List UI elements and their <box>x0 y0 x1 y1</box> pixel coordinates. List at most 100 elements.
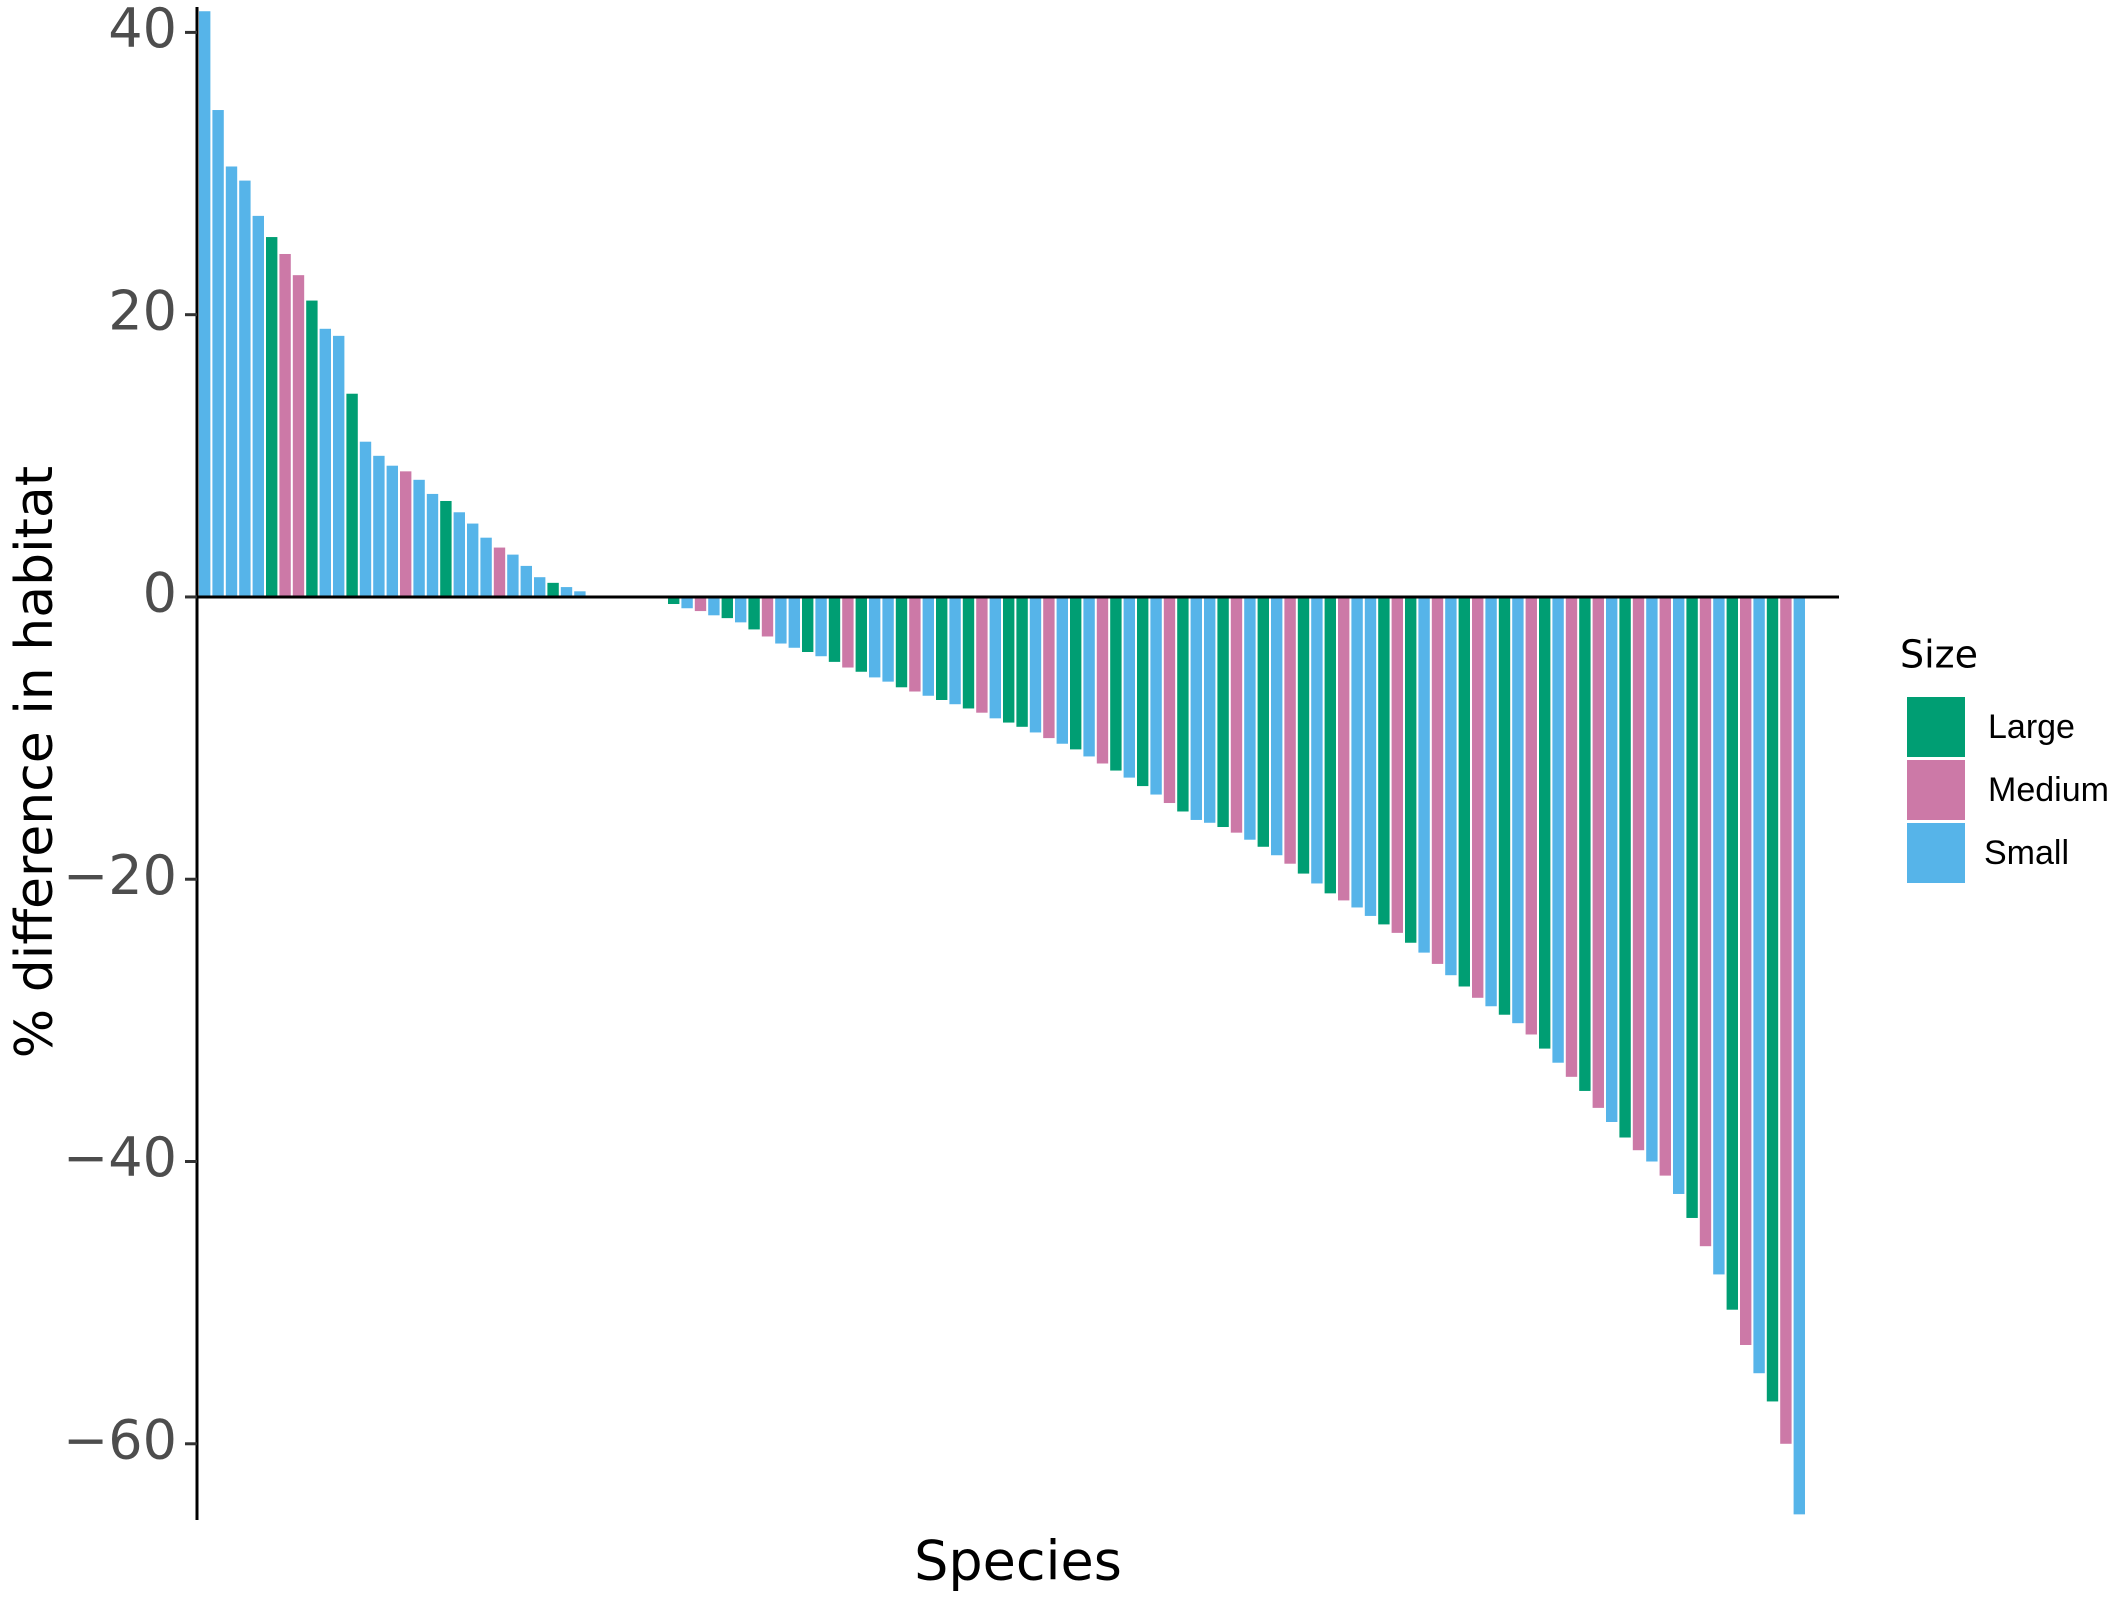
y-tick-label: 20 <box>108 279 177 342</box>
x-axis-title: Species <box>914 1530 1122 1593</box>
bar <box>1123 596 1135 778</box>
bar <box>1271 596 1283 856</box>
legend-swatch <box>1907 823 1965 883</box>
y-axis-title: % difference in habitat <box>5 466 65 1058</box>
bar <box>1632 596 1645 1151</box>
bar <box>1726 596 1738 1310</box>
bar <box>1793 596 1805 1515</box>
bar <box>1150 596 1162 795</box>
bar <box>815 596 827 657</box>
bar <box>1753 596 1765 1374</box>
bar <box>976 596 988 713</box>
bar <box>1190 596 1202 820</box>
bar <box>681 596 693 609</box>
bar <box>1592 596 1604 1108</box>
bar <box>1539 596 1551 1049</box>
bar <box>225 166 238 597</box>
bar <box>735 596 747 623</box>
bar <box>855 596 867 672</box>
bar <box>1351 596 1363 908</box>
bar <box>1552 596 1564 1063</box>
legend-swatch <box>1907 760 1965 820</box>
y-tick-label: −20 <box>63 844 177 907</box>
bar <box>1083 596 1095 757</box>
bar <box>1284 596 1296 864</box>
bar <box>1606 596 1618 1122</box>
bar <box>1003 596 1015 723</box>
bar <box>1498 596 1511 1015</box>
bar <box>507 554 519 597</box>
legend-label: Medium <box>1988 771 2109 809</box>
bar <box>828 596 841 662</box>
bar <box>882 596 894 682</box>
bar <box>1431 596 1444 964</box>
bar <box>1673 596 1685 1194</box>
bar <box>1405 596 1417 943</box>
bar <box>534 577 546 597</box>
bar <box>333 335 345 597</box>
bar <box>453 512 465 597</box>
y-tick-label: 40 <box>108 0 177 60</box>
bar <box>574 591 586 597</box>
legend-swatch <box>1907 697 1965 757</box>
bar <box>869 596 881 678</box>
y-tick-label: 0 <box>143 562 177 625</box>
bar <box>802 596 814 653</box>
bar <box>775 596 787 644</box>
bar <box>1364 596 1377 916</box>
bar <box>306 300 318 597</box>
bar <box>1324 596 1336 894</box>
bar <box>1740 596 1752 1345</box>
bar <box>1699 596 1712 1247</box>
legend-label: Large <box>1988 708 2075 746</box>
bar <box>708 596 720 616</box>
bar <box>1565 596 1578 1077</box>
bar <box>1766 596 1779 1402</box>
bar <box>1217 596 1229 828</box>
bar <box>1391 596 1403 933</box>
bar <box>1418 596 1430 953</box>
bar <box>266 237 278 597</box>
bar <box>279 253 291 597</box>
bar <box>909 596 921 692</box>
bar <box>1659 596 1671 1176</box>
bar <box>1619 596 1631 1138</box>
bar <box>694 596 707 612</box>
bar <box>842 596 854 668</box>
bar <box>467 523 479 597</box>
bar <box>1338 596 1350 901</box>
bar <box>292 275 305 597</box>
bar <box>1029 596 1042 733</box>
bar <box>989 596 1001 719</box>
bar <box>1177 596 1189 812</box>
bar <box>1472 596 1484 998</box>
bar <box>1579 596 1591 1091</box>
bar <box>1070 596 1082 750</box>
bar <box>1780 596 1792 1444</box>
bar <box>1043 596 1055 739</box>
bar <box>962 596 975 709</box>
bar <box>252 215 264 597</box>
legend-label: Small <box>1984 834 2069 872</box>
bar <box>1257 596 1269 847</box>
bar <box>547 582 559 597</box>
bar <box>1244 596 1256 840</box>
bar <box>400 471 412 597</box>
bar <box>493 547 506 597</box>
bar <box>440 500 452 597</box>
bar <box>936 596 948 700</box>
bar <box>1204 596 1216 823</box>
bar <box>359 441 372 597</box>
bar <box>1713 596 1725 1275</box>
bar <box>748 596 760 630</box>
bar <box>520 565 532 597</box>
bar <box>895 596 908 688</box>
bar <box>949 596 961 705</box>
bar <box>560 587 573 597</box>
y-tick-label: −40 <box>63 1126 177 1189</box>
bar <box>1163 596 1176 804</box>
bar <box>1458 596 1470 987</box>
bar <box>922 596 934 696</box>
bar <box>480 537 492 597</box>
bar <box>319 328 331 597</box>
